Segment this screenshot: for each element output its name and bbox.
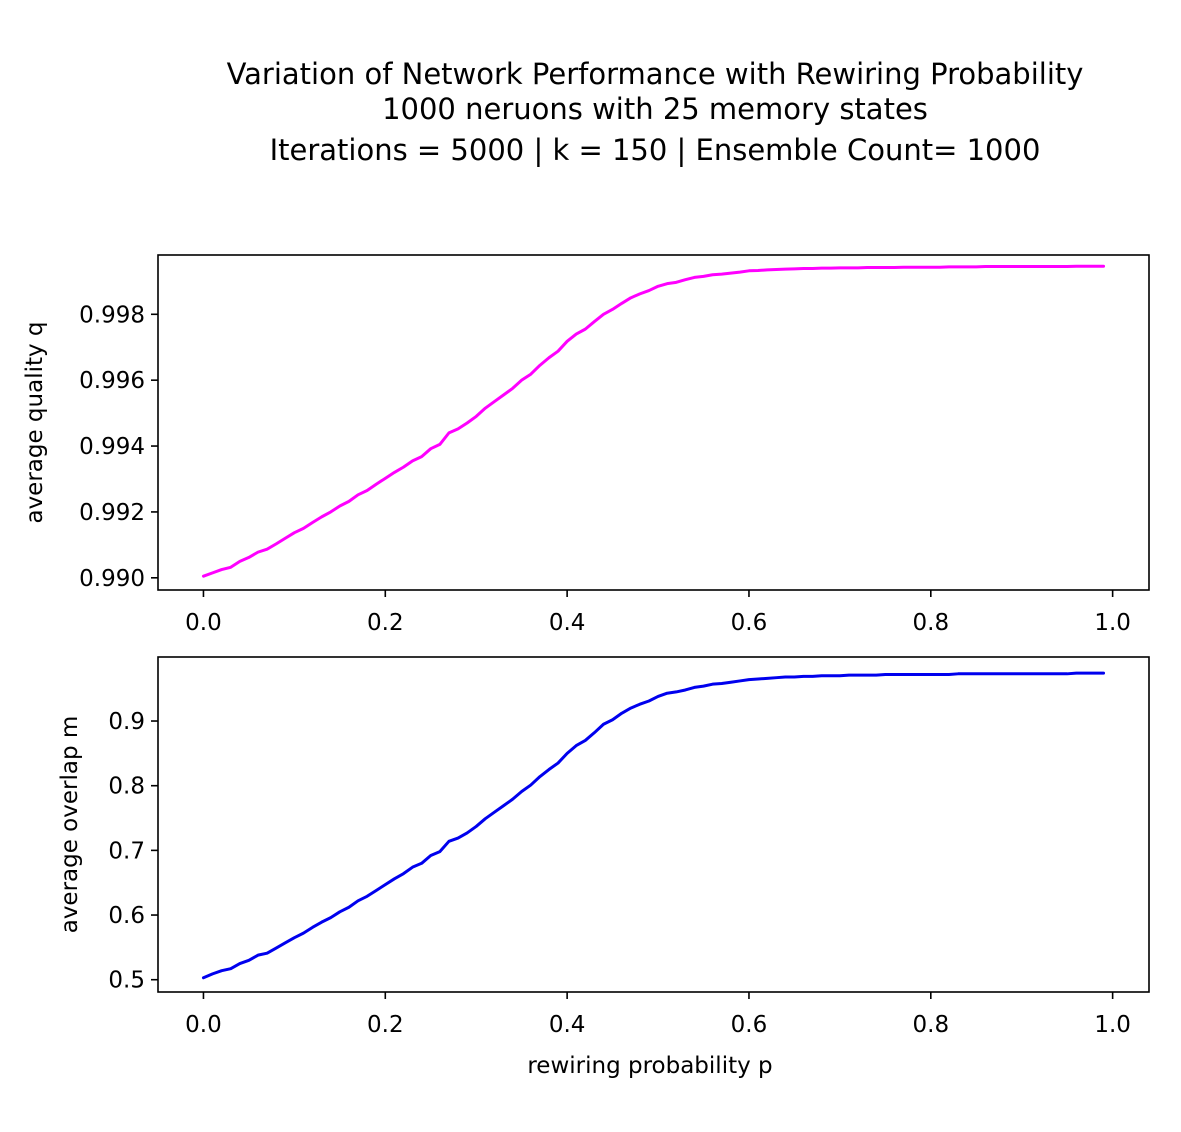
quality-y-tick-label: 0.998 (79, 302, 145, 328)
quality-y-tick-label: 0.996 (79, 368, 145, 394)
overlap-y-tick-label: 0.5 (108, 968, 145, 994)
quality-y-tick-label: 0.992 (79, 500, 145, 526)
overlap-y-tick-label: 0.9 (108, 709, 145, 735)
quality-x-tick-label: 0.8 (913, 610, 950, 636)
quality-x-tick-label: 0.0 (185, 610, 222, 636)
quality-y-tick-label: 0.994 (79, 434, 145, 460)
quality-x-tick-label: 0.4 (549, 610, 586, 636)
quality-y-axis-label: average quality q (22, 321, 48, 523)
overlap-plot-area (158, 657, 1149, 992)
quality-series-layer (201, 264, 1106, 578)
overlap-x-tick-label: 0.2 (367, 1012, 404, 1038)
quality-plot-frame (157, 254, 1150, 591)
overlap-x-tick-label: 0.6 (731, 1012, 768, 1038)
title-line-2: 1000 neruons with 25 memory states (382, 92, 928, 126)
title-line-3: Iterations = 5000 | k = 150 | Ensemble C… (270, 133, 1041, 167)
quality-x-ticks: 0.0 0.2 0.4 0.6 0.8 1.0 (185, 590, 1131, 636)
quality-x-tick-label: 1.0 (1094, 610, 1131, 636)
overlap-x-tick-label: 1.0 (1094, 1012, 1131, 1038)
figure-title: Variation of Network Performance with Re… (227, 57, 1084, 167)
overlap-plot-frame (157, 656, 1150, 993)
overlap-y-ticks: 0.5 0.6 0.7 0.8 0.9 (108, 709, 158, 994)
overlap-y-tick-label: 0.6 (108, 903, 145, 929)
overlap-y-axis-label: average overlap m (57, 716, 83, 934)
overlap-x-tick-label: 0.4 (549, 1012, 586, 1038)
overlap-y-tick-label: 0.8 (108, 774, 145, 800)
quality-x-tick-label: 0.2 (367, 610, 404, 636)
title-line-1: Variation of Network Performance with Re… (227, 57, 1084, 91)
quality-plot-area (158, 255, 1149, 590)
quality-x-tick-label: 0.6 (731, 610, 768, 636)
overlap-x-tick-label: 0.0 (185, 1012, 222, 1038)
overlap-plot: 0.0 0.2 0.4 0.6 0.8 1.0 0.5 0.6 0.7 0.8 0.9 avera… (57, 656, 1150, 1079)
overlap-x-ticks: 0.0 0.2 0.4 0.6 0.8 1.0 (185, 992, 1131, 1038)
overlap-series-layer (201, 671, 1106, 980)
overlap-series-line (201, 671, 1106, 980)
overlap-x-tick-label: 0.8 (913, 1012, 950, 1038)
quality-plot: 0.0 0.2 0.4 0.6 0.8 1.0 0.9900.9920.9940.9960… (22, 254, 1150, 636)
quality-y-tick-label: 0.990 (79, 566, 145, 592)
quality-y-ticks: 0.990 0.992 0.994 0.996 0.998 (79, 302, 158, 592)
overlap-x-axis-label: rewiring probability p (527, 1053, 772, 1079)
overlap-y-tick-label: 0.7 (108, 838, 145, 864)
quality-series-line (201, 264, 1106, 578)
